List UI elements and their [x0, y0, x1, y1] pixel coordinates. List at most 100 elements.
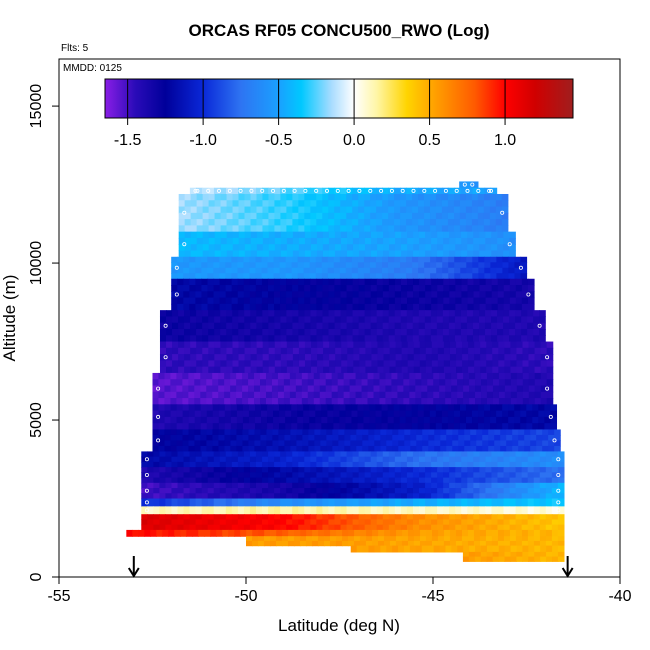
heatmap-cell [249, 493, 257, 500]
heatmap-cell [225, 524, 233, 531]
heatmap-cell [394, 219, 401, 226]
heatmap-cell [400, 225, 407, 233]
heatmap-cell [153, 477, 160, 484]
heatmap-cell [515, 514, 523, 521]
heatmap-cell [244, 366, 252, 374]
heatmap-cell [170, 416, 178, 424]
heatmap-cell [359, 366, 366, 374]
heatmap-cell [478, 322, 486, 330]
heatmap-cell [262, 456, 269, 463]
heatmap-cell [256, 212, 264, 220]
heatmap-cell [407, 347, 415, 355]
heatmap-cell [269, 540, 277, 547]
heatmap-cell [351, 410, 359, 418]
heatmap-cell [391, 398, 398, 405]
heatmap-cell [271, 398, 279, 405]
heatmap-cell [383, 231, 390, 239]
heatmap-cell [443, 540, 451, 547]
heatmap-cell [351, 256, 359, 263]
heatmap-cell [391, 379, 398, 387]
heatmap-cell [289, 372, 297, 380]
heatmap-cell [202, 237, 210, 245]
heatmap-cell [550, 410, 558, 418]
heatmap-cell [316, 193, 323, 201]
heatmap-cell [189, 256, 196, 263]
heatmap-cell [456, 366, 463, 374]
heatmap-cell [366, 529, 373, 537]
heatmap-cell [190, 335, 197, 343]
heatmap-cell [298, 366, 306, 374]
heatmap-cell [225, 278, 233, 286]
heatmap-cell [385, 379, 393, 387]
heatmap-cell [226, 231, 234, 239]
heatmap-cell [522, 372, 530, 380]
heatmap-cell [497, 310, 504, 318]
heatmap-cell [424, 267, 431, 274]
heatmap-cell [387, 410, 395, 418]
heatmap-cell [431, 498, 438, 507]
heatmap-cell [551, 540, 559, 547]
heatmap-cell [284, 434, 291, 442]
heatmap-cell [482, 429, 489, 436]
heatmap-cell [195, 461, 203, 468]
heatmap-cell [461, 506, 468, 515]
heatmap-cell [213, 273, 220, 280]
heatmap-cell [242, 372, 249, 380]
heatmap-cell [273, 291, 281, 299]
heatmap-cell [431, 347, 439, 355]
heatmap-cell [292, 278, 299, 286]
heatmap-cell [171, 506, 179, 515]
heatmap-cell [389, 237, 396, 245]
heatmap-cell [400, 193, 407, 201]
heatmap-cell [214, 244, 222, 252]
heatmap-cell [358, 451, 366, 458]
heatmap-cell [358, 467, 366, 473]
heatmap-cell [410, 429, 417, 436]
heatmap-cell [447, 416, 455, 424]
heatmap-cell [370, 472, 378, 479]
heatmap-cell [166, 347, 173, 355]
heatmap-cell [286, 322, 293, 330]
heatmap-cell [430, 200, 437, 208]
heatmap-cell [415, 385, 422, 393]
heatmap-cell [333, 256, 341, 263]
heatmap-cell [340, 303, 348, 311]
heatmap-cell [333, 416, 340, 424]
heatmap-cell [533, 451, 541, 458]
heatmap-cell [328, 514, 336, 521]
sample-point [303, 188, 308, 193]
heatmap-cell [339, 423, 347, 431]
heatmap-cell [401, 354, 409, 361]
heatmap-cell [534, 372, 542, 380]
heatmap-cell [242, 440, 250, 447]
heatmap-cell [338, 440, 345, 447]
heatmap-cell [400, 256, 407, 263]
heatmap-cell [514, 262, 522, 269]
heatmap-cell [522, 385, 530, 393]
heatmap-cell [510, 347, 518, 355]
heatmap-cell [317, 360, 324, 368]
heatmap-cell [400, 316, 408, 324]
heatmap-cell [435, 404, 443, 412]
heatmap-cell [206, 372, 213, 380]
heatmap-cell [317, 354, 324, 361]
heatmap-cell [304, 231, 312, 239]
heatmap-cell [268, 477, 275, 484]
heatmap-cell [232, 237, 240, 245]
heatmap-cell [476, 434, 483, 442]
heatmap-cell [478, 273, 485, 280]
heatmap-cell [491, 529, 499, 537]
heatmap-cell [467, 514, 474, 521]
heatmap-cell [413, 291, 420, 299]
heatmap-cell [178, 225, 186, 233]
heatmap-cell [249, 482, 257, 489]
heatmap-cell [528, 398, 536, 405]
heatmap-cell [219, 477, 227, 484]
heatmap-cell [395, 354, 403, 361]
heatmap-cell [455, 461, 462, 468]
heatmap-cell [491, 328, 498, 336]
heatmap-cell [254, 398, 261, 405]
heatmap-cell [314, 440, 321, 447]
heatmap-cell [416, 434, 423, 442]
heatmap-cell [481, 379, 488, 387]
